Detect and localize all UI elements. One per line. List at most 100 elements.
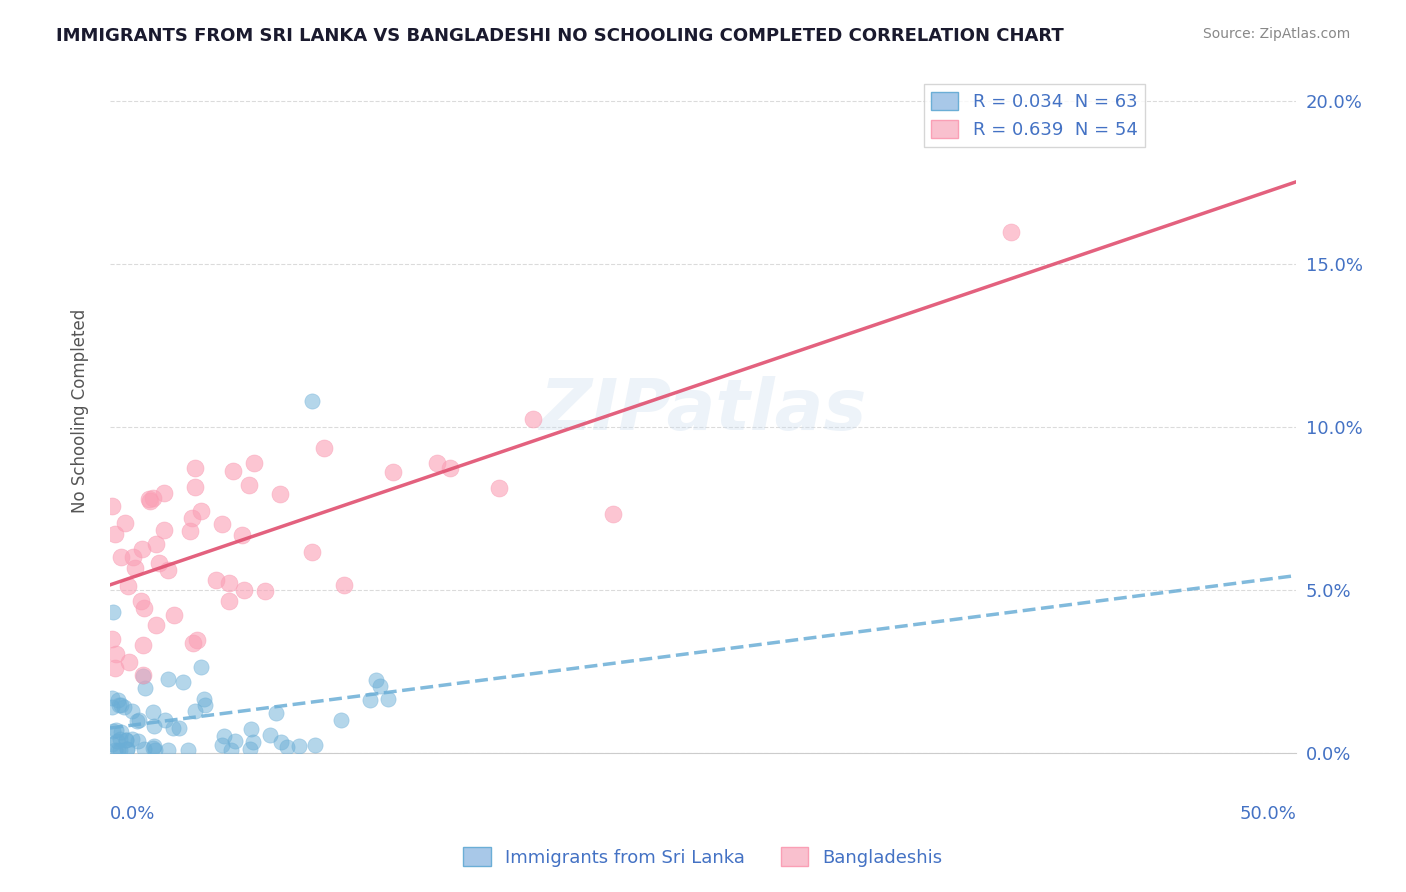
Point [377, 692, 399, 706]
Point [112, 700, 135, 714]
Text: 0.0%: 0.0% [110, 805, 156, 823]
Point [157, 563, 180, 577]
Point [143, 743, 166, 757]
Point [153, 713, 176, 727]
Point [157, 673, 180, 687]
Point [132, 638, 155, 652]
Point [131, 668, 153, 682]
Point [172, 675, 194, 690]
Point [157, 743, 180, 757]
Point [301, 545, 323, 559]
Point [259, 728, 281, 742]
Point [186, 632, 208, 647]
Point [115, 733, 138, 747]
Point [276, 740, 298, 755]
Point [231, 528, 253, 542]
Point [142, 706, 165, 720]
Point [110, 698, 132, 712]
Legend: Immigrants from Sri Lanka, Bangladeshis: Immigrants from Sri Lanka, Bangladeshis [456, 840, 950, 874]
Point [162, 721, 184, 735]
Point [488, 481, 510, 495]
Point [134, 742, 156, 756]
Point [222, 464, 245, 478]
Point [117, 578, 139, 592]
Point [103, 527, 125, 541]
Point [105, 734, 128, 748]
Point [124, 561, 146, 575]
Point [121, 704, 143, 718]
Point [125, 714, 148, 729]
Point [184, 480, 207, 494]
Point [218, 594, 240, 608]
Point [107, 693, 129, 707]
Point [333, 578, 356, 592]
Point [143, 719, 166, 733]
Point [194, 698, 217, 712]
Point [105, 723, 128, 737]
Point [179, 524, 201, 538]
Text: ZIPatlas: ZIPatlas [540, 376, 868, 445]
Y-axis label: No Schooling Completed: No Schooling Completed [72, 309, 89, 513]
Point [117, 742, 139, 756]
Point [426, 456, 449, 470]
Point [101, 691, 124, 706]
Point [288, 739, 311, 754]
Point [129, 593, 152, 607]
Point [117, 655, 139, 669]
Point [238, 477, 260, 491]
Point [366, 673, 388, 688]
Point [145, 536, 167, 550]
Point [104, 661, 127, 675]
Point [330, 714, 353, 728]
Point [211, 516, 233, 531]
Point [269, 487, 291, 501]
Point [131, 668, 153, 682]
Point [239, 742, 262, 756]
Point [101, 632, 124, 647]
Point [359, 693, 381, 707]
Point [240, 722, 263, 736]
Point [101, 699, 124, 714]
Point [127, 734, 149, 748]
Point [243, 456, 266, 470]
Point [181, 636, 204, 650]
Point [105, 647, 128, 661]
Point [142, 741, 165, 756]
Point [108, 731, 131, 746]
Point [184, 704, 207, 718]
Point [101, 605, 124, 619]
Point [177, 743, 200, 757]
Point [190, 659, 212, 673]
Point [1000, 225, 1022, 239]
Point [522, 411, 544, 425]
Text: Source: ZipAtlas.com: Source: ZipAtlas.com [1202, 27, 1350, 41]
Point [145, 617, 167, 632]
Point [110, 725, 132, 739]
Point [114, 516, 136, 530]
Point [138, 491, 160, 506]
Point [266, 706, 288, 720]
Point [193, 692, 215, 706]
Point [439, 460, 461, 475]
Point [139, 493, 162, 508]
Point [134, 681, 156, 696]
Point [101, 737, 124, 751]
Point [128, 713, 150, 727]
Point [602, 507, 624, 521]
Point [103, 723, 125, 738]
Point [218, 576, 240, 591]
Point [107, 743, 129, 757]
Point [104, 743, 127, 757]
Point [304, 738, 326, 752]
Point [141, 491, 163, 505]
Text: 50.0%: 50.0% [1239, 805, 1296, 823]
Point [108, 743, 131, 757]
Point [153, 523, 176, 537]
Point [148, 556, 170, 570]
Point [382, 465, 405, 479]
Point [224, 733, 246, 747]
Point [253, 584, 276, 599]
Point [131, 542, 153, 557]
Text: IMMIGRANTS FROM SRI LANKA VS BANGLADESHI NO SCHOOLING COMPLETED CORRELATION CHAR: IMMIGRANTS FROM SRI LANKA VS BANGLADESHI… [56, 27, 1064, 45]
Point [134, 600, 156, 615]
